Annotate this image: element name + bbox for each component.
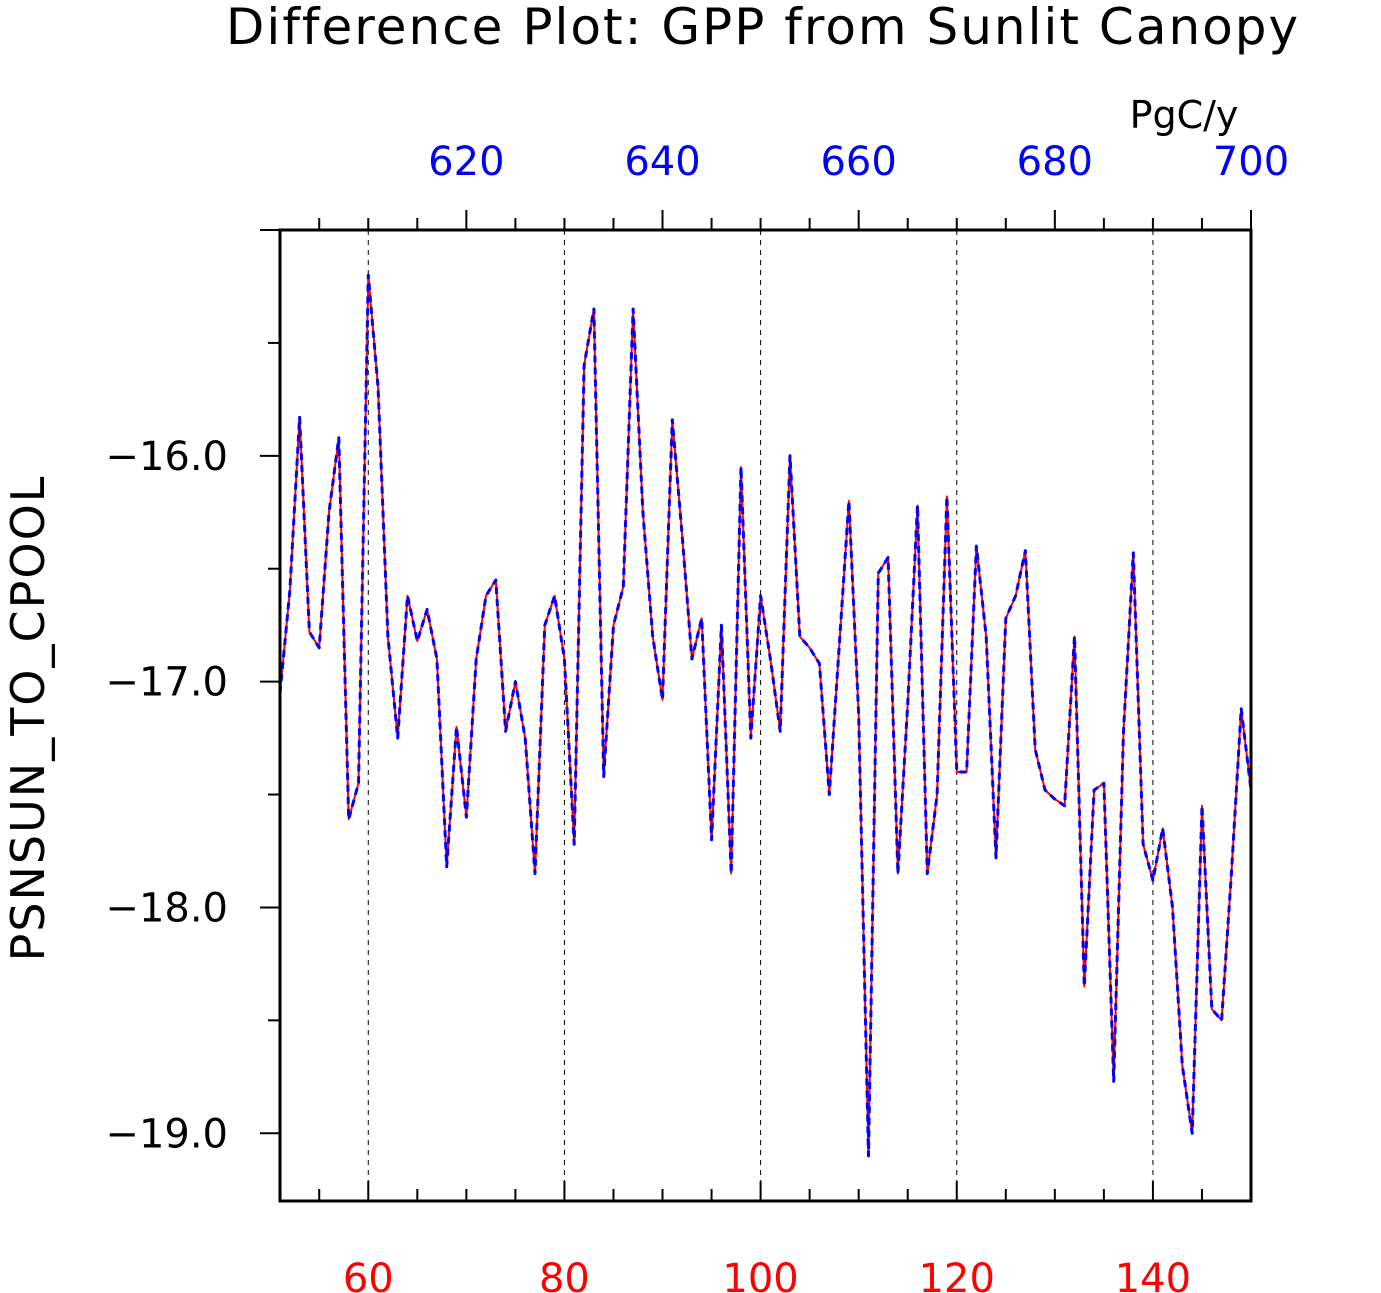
series-line-red (279, 274, 1252, 1157)
top-tick-label: 700 (1213, 139, 1289, 185)
series-line-blue (278, 273, 1253, 1158)
plot-frame (278, 228, 1253, 1203)
y-tick-label: −17.0 (105, 660, 228, 706)
bottom-tick-label: 60 (343, 1256, 394, 1293)
series-lines (278, 273, 1253, 1158)
gridlines (367, 230, 1154, 1201)
units-label: PgC/y (1130, 93, 1239, 137)
top-tick-label: 640 (624, 139, 700, 185)
y-axis-label: PSNSUN_TO_CPOOL (1, 475, 55, 962)
y-tick-label: −18.0 (105, 885, 228, 931)
top-tick-label: 620 (428, 139, 504, 185)
bottom-tick-label: 140 (1115, 1256, 1191, 1293)
chart-title: Difference Plot: GPP from Sunlit Canopy (226, 0, 1300, 56)
y-tick-label: −16.0 (105, 434, 228, 480)
y-tick-label: −19.0 (105, 1111, 228, 1157)
axis-ticks (260, 210, 1252, 1201)
tick-labels: 60 80 100 120 140 620 640 660 680 700 −16.0 −17.0 −1… (105, 139, 1289, 1293)
bottom-tick-label: 100 (722, 1256, 798, 1293)
top-tick-label: 660 (820, 139, 896, 185)
bottom-tick-label: 120 (919, 1256, 995, 1293)
top-tick-label: 680 (1017, 139, 1093, 185)
bottom-tick-label: 80 (539, 1256, 590, 1293)
